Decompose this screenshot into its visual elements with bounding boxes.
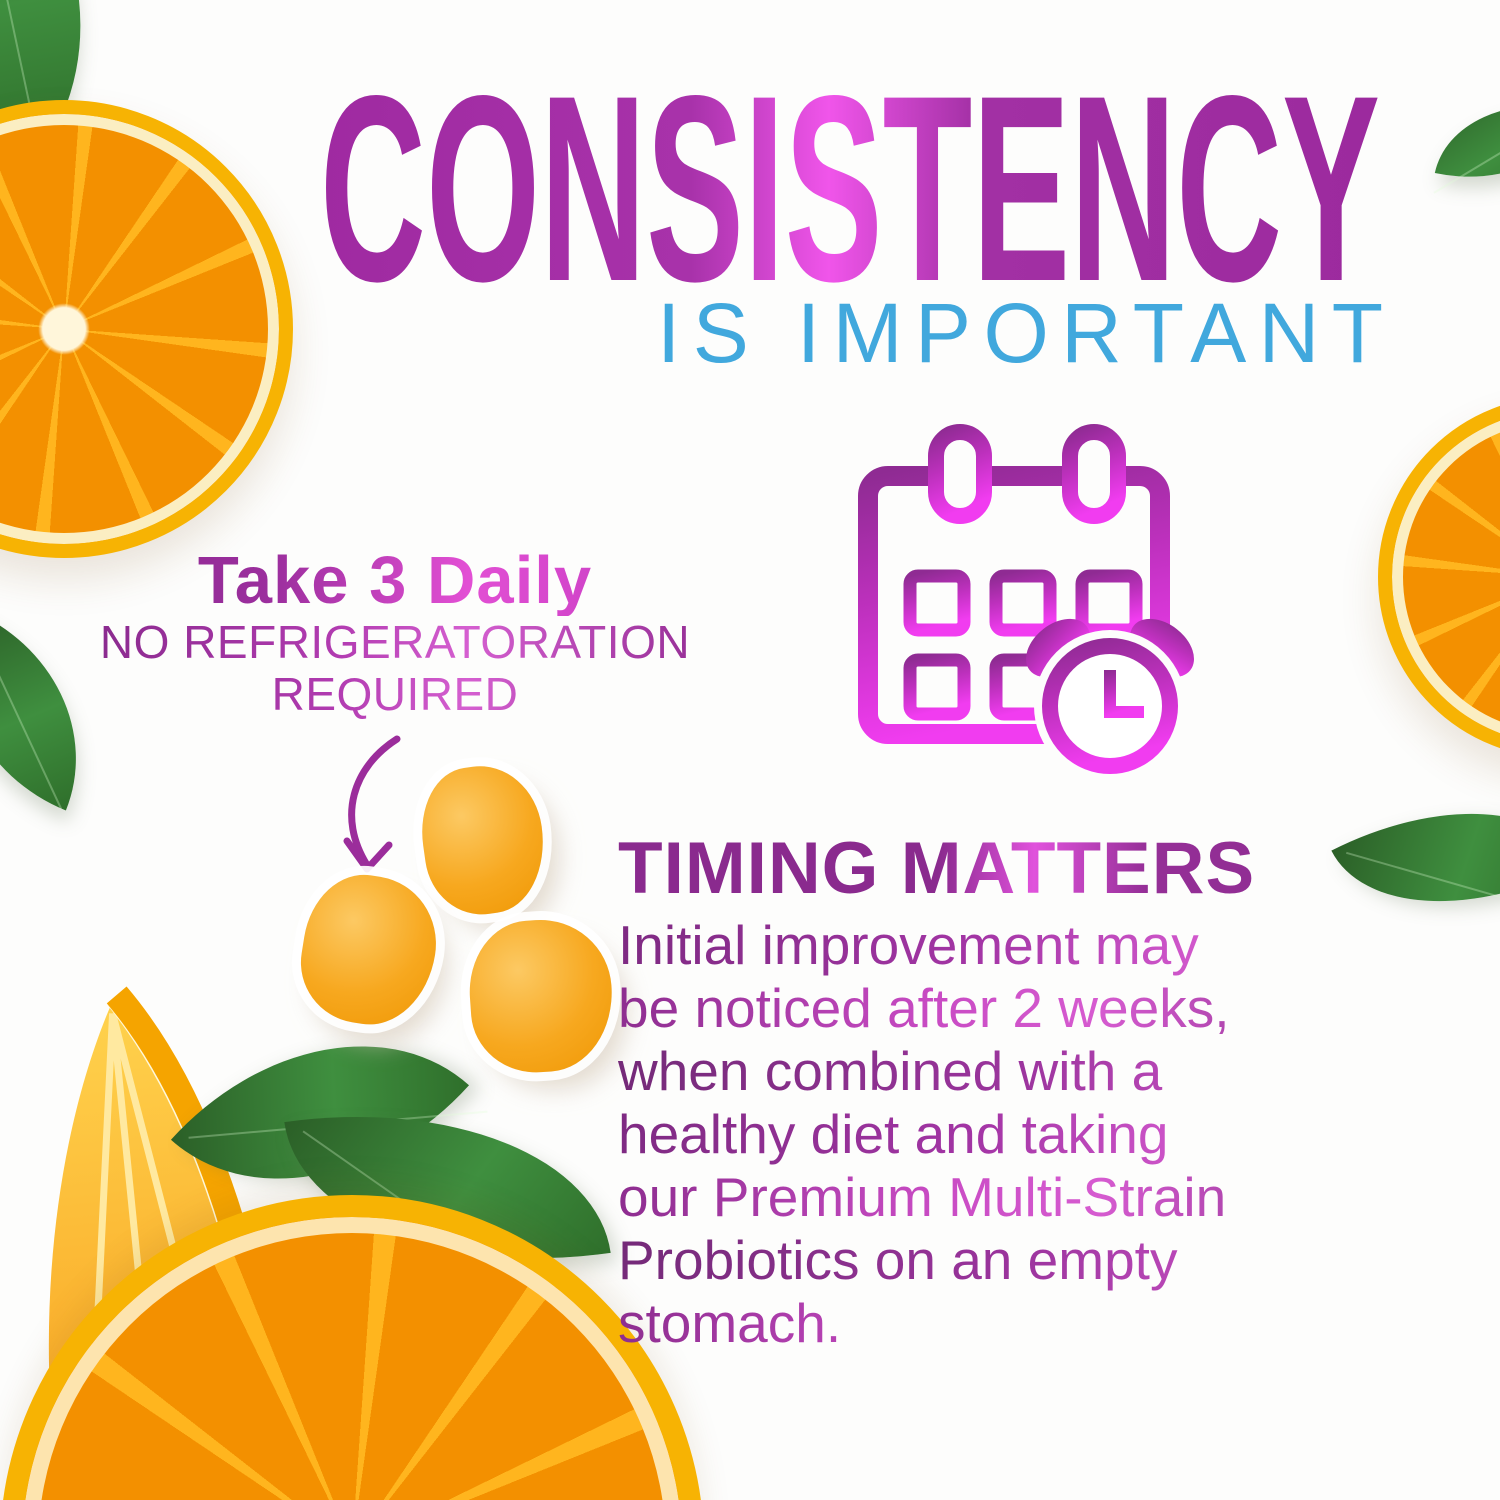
timing-body-line: be noticed after 2 weeks, xyxy=(618,977,1418,1040)
timing-body-line: our Premium Multi-Strain xyxy=(618,1166,1418,1229)
timing-body-line: Probiotics on an empty xyxy=(618,1229,1418,1292)
subheadline-text: IS IMPORTANT xyxy=(657,286,1383,380)
timing-body-line: when combined with a xyxy=(618,1040,1418,1103)
headline-text: CONSISTENCY xyxy=(320,52,1380,302)
timing-body-line: healthy diet and taking xyxy=(618,1103,1418,1166)
timing-body-line: stomach. xyxy=(618,1292,1418,1355)
gummy-photo-2 xyxy=(292,866,446,1034)
orange-slice-left xyxy=(0,100,293,558)
leaf-top-right-icon xyxy=(1434,83,1500,199)
dosage-title: Take 3 Daily xyxy=(95,546,695,616)
dosage-note-line1: NO REFRIGERATORATION xyxy=(95,616,695,668)
dosage-block: Take 3 Daily NO REFRIGERATORATION REQUIR… xyxy=(95,546,695,721)
timing-body-line: Initial improvement may xyxy=(618,914,1418,977)
calendar-alarm-clock-icon xyxy=(858,424,1194,782)
timing-title: TIMING MATTERS xyxy=(618,830,1418,908)
curved-arrow-icon xyxy=(343,735,401,873)
orange-slice-right xyxy=(1378,396,1500,758)
subheadline-banner: IS IMPORTANT xyxy=(657,286,1383,380)
dosage-note-line2: REQUIRED xyxy=(95,668,695,720)
headline-banner: CONSISTENCY xyxy=(320,52,1380,302)
gummy-photo-1 xyxy=(413,758,553,922)
timing-block: TIMING MATTERS Initial improvement may b… xyxy=(618,830,1418,1355)
gummy-photo-3 xyxy=(464,915,618,1077)
